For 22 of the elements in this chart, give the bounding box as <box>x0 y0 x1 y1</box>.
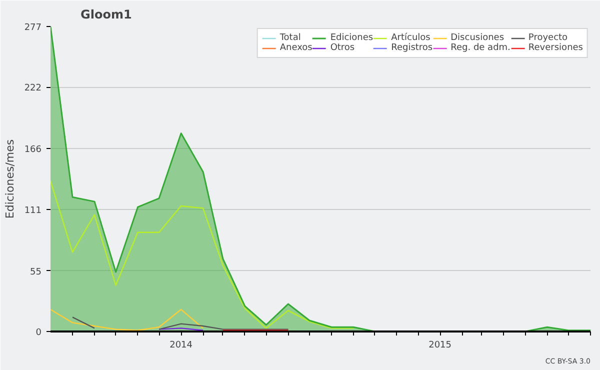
y-axis-title: Ediciones/mes <box>3 139 16 219</box>
legend-label: Proyecto <box>528 33 568 43</box>
y-tick-label: 166 <box>24 145 42 156</box>
legend-label: Anexos <box>280 43 312 53</box>
line-series <box>50 180 354 329</box>
legend-label: Total <box>280 33 301 43</box>
legend-label: Reversiones <box>528 43 583 53</box>
legend-label: Registros <box>391 43 433 53</box>
line-series <box>50 308 204 331</box>
x-tick-label: 2014 <box>170 340 193 350</box>
legend-label: Discusiones <box>450 33 504 43</box>
y-tick-label: 0 <box>36 328 42 338</box>
legend-label: Otros <box>330 43 355 53</box>
legend-label: Artículos <box>391 33 430 43</box>
legend-label: Ediciones <box>330 33 374 43</box>
y-tick-label: 111 <box>24 206 42 216</box>
legend-label: Reg. de adm. <box>450 43 510 53</box>
y-tick-label: 55 <box>30 267 42 278</box>
x-tick-label: 2015 <box>428 340 452 350</box>
y-tick-label: 277 <box>24 23 42 33</box>
chart-title: Gloom1 <box>80 8 132 22</box>
y-tick-label: 222 <box>24 84 42 94</box>
